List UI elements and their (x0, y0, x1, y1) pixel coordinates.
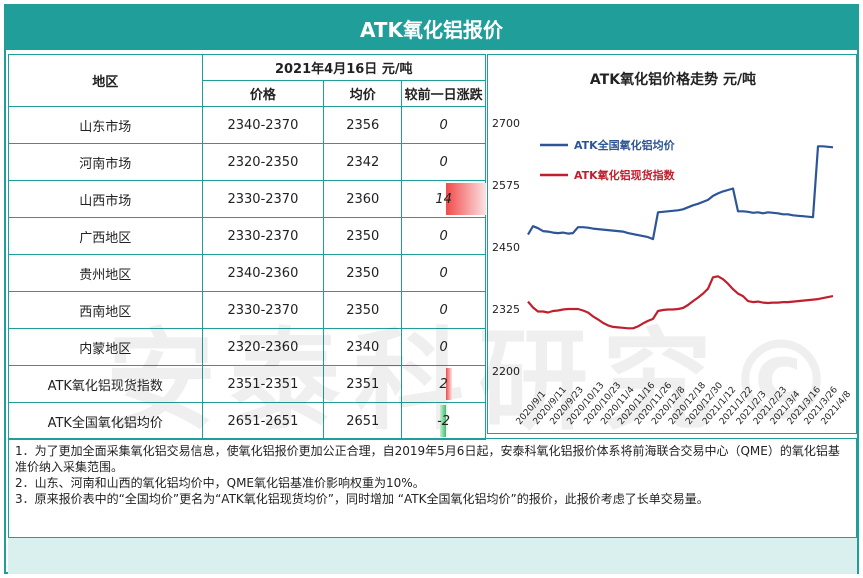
row-change: 0 (401, 328, 486, 366)
table-row: 山东市场 2340-2370 2356 0 (8, 106, 486, 144)
table-row: 河南市场 2320-2350 2342 0 (8, 143, 486, 181)
series-line-1 (527, 145, 834, 241)
row-region: ATK氧化铝现货指数 (8, 365, 203, 403)
y-tick-label: 2450 (492, 241, 520, 254)
report-frame: ATK氧化铝报价 地区 2021年4月16日 元/吨 价格 均价 较前一日涨跌 … (4, 4, 859, 574)
price-trend-chart: ATK氧化铝价格走势 元/吨 2200 2325 2450 2575 2700 ATK全国… (487, 54, 857, 434)
row-region: ATK全国氧化铝均价 (8, 402, 203, 440)
notes-box: 1．为了更加全面采集氧化铝交易信息，使氧化铝报价更加公正合理，自2019年5月6… (8, 438, 857, 538)
legend-label: ATK全国氧化铝均价 (574, 138, 676, 152)
row-change-value: 0 (439, 228, 448, 244)
row-average: 2356 (323, 106, 403, 144)
row-average: 2360 (323, 180, 403, 218)
region-header: 地区 (8, 54, 203, 107)
row-average: 2350 (323, 217, 403, 255)
row-price-range: 2340-2370 (201, 106, 325, 144)
price-table: 地区 2021年4月16日 元/吨 价格 均价 较前一日涨跌 山东市场 2340-… (8, 54, 487, 440)
row-average: 2342 (323, 143, 403, 181)
legend-label: ATK氧化铝现货指数 (574, 168, 676, 182)
row-region: 贵州地区 (8, 254, 203, 292)
avg-header: 均价 (323, 80, 403, 107)
row-change-value: -2 (437, 413, 451, 429)
row-change: 0 (401, 291, 486, 329)
row-change-value: 0 (439, 302, 448, 318)
y-tick-label: 2700 (492, 117, 520, 130)
range-header: 价格 (201, 80, 325, 107)
change-up-bar (446, 183, 487, 215)
y-tick-label: 2200 (492, 365, 520, 378)
row-change-value: 0 (439, 339, 448, 355)
row-price-range: 2651-2651 (201, 402, 325, 440)
table-row: 内蒙地区 2320-2360 2340 0 (8, 328, 486, 366)
note-3: 3．原来报价表中的“全国均价”更名为“ATK氧化铝现货均价”，同时增加 “ATK… (15, 492, 709, 506)
series-line-2 (527, 275, 834, 330)
row-price-range: 2330-2370 (201, 291, 325, 329)
row-price-range: 2330-2370 (201, 217, 325, 255)
row-price-range: 2320-2360 (201, 328, 325, 366)
row-price-range: 2340-2360 (201, 254, 325, 292)
row-change-value: 2 (439, 376, 448, 392)
row-price-range: 2320-2350 (201, 143, 325, 181)
row-change: 2 (401, 365, 486, 403)
row-change-value: 14 (435, 191, 452, 207)
row-region: 西南地区 (8, 291, 203, 329)
row-change: 0 (401, 217, 486, 255)
table-row: ATK全国氧化铝均价 2651-2651 2651 -2 (8, 402, 486, 440)
row-change-value: 0 (439, 265, 448, 281)
row-change: -2 (401, 402, 486, 440)
row-change: 0 (401, 143, 486, 181)
change-down-bar (440, 405, 447, 437)
row-price-range: 2330-2370 (201, 180, 325, 218)
table-row: 山西市场 2330-2370 2360 14 (8, 180, 487, 218)
footer-band (8, 538, 857, 574)
row-region: 山东市场 (8, 106, 203, 144)
row-change-value: 0 (439, 154, 448, 170)
table-row: 广西地区 2330-2370 2350 0 (8, 217, 486, 255)
row-average: 2651 (323, 402, 403, 440)
date-header: 2021年4月16日 元/吨 (201, 54, 487, 81)
change-header: 较前一日涨跌 (401, 80, 486, 107)
table-row: 贵州地区 2340-2360 2350 0 (8, 254, 486, 292)
table-row: 西南地区 2330-2370 2350 0 (8, 291, 486, 329)
table-row: ATK氧化铝现货指数 2351-2351 2351 2 (8, 365, 486, 403)
row-change-value: 0 (439, 117, 448, 133)
row-region: 广西地区 (8, 217, 203, 255)
row-region: 山西市场 (8, 180, 203, 218)
y-tick-label: 2325 (492, 303, 520, 316)
row-average: 2350 (323, 291, 403, 329)
row-price-range: 2351-2351 (201, 365, 325, 403)
report-title: ATK氧化铝报价 (6, 6, 857, 50)
row-region: 内蒙地区 (8, 328, 203, 366)
row-change: 14 (401, 180, 487, 218)
note-1: 1．为了更加全面采集氧化铝交易信息，使氧化铝报价更加公正合理，自2019年5月6… (15, 444, 840, 474)
chart-canvas: 2200 2325 2450 2575 2700 ATK全国氧化铝均价 ATK氧化铝现货指数… (492, 117, 853, 427)
row-average: 2340 (323, 328, 403, 366)
change-up-bar (446, 368, 453, 400)
y-tick-label: 2575 (492, 179, 520, 192)
row-region: 河南市场 (8, 143, 203, 181)
note-2: 2．山东、河南和山西的氧化铝均价中，QME氧化铝基准价影响权重为10%。 (15, 476, 425, 490)
row-average: 2350 (323, 254, 403, 292)
row-average: 2351 (323, 365, 403, 403)
row-change: 0 (401, 106, 486, 144)
row-change: 0 (401, 254, 486, 292)
chart-title: ATK氧化铝价格走势 元/吨 (589, 72, 757, 88)
